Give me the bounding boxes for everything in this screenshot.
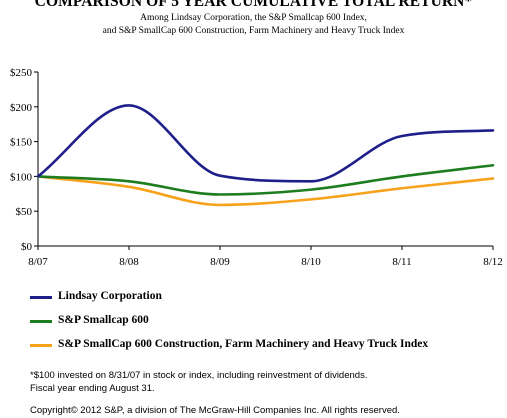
chart-subtitle-line1: Among Lindsay Corporation, the S&P Small… — [140, 13, 367, 23]
x-tick-label: 8/10 — [301, 256, 321, 268]
x-axis-tick-labels: 8/07 8/08 8/09 8/10 8/11 8/12 — [28, 256, 503, 268]
y-tick-label: $200 — [10, 102, 33, 114]
x-tick-label: 8/08 — [119, 256, 139, 268]
x-tick-label: 8/11 — [392, 256, 411, 268]
chart-title: COMPARISON OF 5 YEAR CUMULATIVE TOTAL RE… — [34, 0, 473, 10]
x-tick-label: 8/09 — [210, 256, 230, 268]
y-tick-label: $0 — [21, 241, 33, 253]
y-tick-label: $100 — [10, 171, 33, 183]
footnote-investment: *$100 invested on 8/31/07 in stock or in… — [30, 370, 368, 381]
footnote-fiscal-year: Fiscal year ending August 31. — [30, 383, 155, 394]
series-lines — [36, 104, 495, 207]
chart-axes — [34, 71, 494, 250]
legend-label-construction-index: S&P SmallCap 600 Construction, Farm Mach… — [58, 338, 429, 350]
sp-smallcap-600-line — [36, 163, 495, 196]
x-tick-label: 8/07 — [28, 256, 48, 268]
chart-subtitle-line2: and S&P SmallCap 600 Construction, Farm … — [102, 26, 405, 36]
legend-swatch-sp-smallcap-600 — [30, 320, 52, 323]
x-tick-label: 8/12 — [483, 256, 503, 268]
y-tick-label: $50 — [16, 206, 33, 218]
y-tick-label: $150 — [10, 137, 33, 149]
legend-label-lindsay: Lindsay Corporation — [58, 290, 162, 302]
line-chart: $0$50$100$150$200$250 8/07 8/08 8/09 8/10 8/… — [10, 67, 503, 268]
lindsay-corporation-line — [36, 104, 495, 183]
y-tick-label: $250 — [10, 67, 33, 79]
legend-swatch-lindsay — [30, 296, 52, 299]
construction-index-line — [36, 175, 495, 207]
footnote-copyright: Copyright© 2012 S&P, a division of The M… — [30, 405, 400, 416]
legend-label-sp-smallcap-600: S&P Smallcap 600 — [58, 314, 149, 326]
y-axis-tick-labels: $0 $50 $100 $150 $200 $250 — [10, 67, 33, 253]
legend-swatch-construction-index — [30, 344, 52, 347]
